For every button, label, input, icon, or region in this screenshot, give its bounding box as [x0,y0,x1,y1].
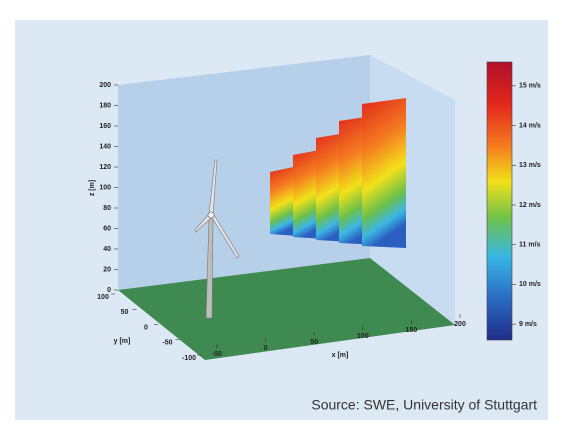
colorbar-tick-label: 11 m/s [519,242,541,249]
z-tick-label: 180 [99,102,111,109]
y-tick-label: -100 [182,355,196,362]
y-axis-label: y [m] [114,338,131,345]
z-tick-label: 20 [103,266,111,273]
ground [118,258,455,360]
z-tick-label: 80 [103,205,111,212]
velocity-slice [270,166,298,236]
colorbar-tick-label: 13 m/s [519,162,541,169]
z-axis-label: z [m] [89,180,96,196]
colorbar [486,61,513,341]
z-tick-label: 140 [99,143,111,150]
z-tick-label: 40 [103,246,111,253]
turbine [194,159,240,319]
x-tick-label: 100 [357,333,369,340]
colorbar-tick-label: 15 m/s [519,83,541,90]
y-tick-label: 100 [97,294,109,301]
x-axis-label: x [m] [332,352,349,359]
z-tick-label: 160 [99,123,111,130]
z-tick-label: 200 [99,82,111,89]
z-tick-label: 60 [103,225,111,232]
x-tick-label: 50 [310,339,318,346]
y-tick-label: 50 [121,309,129,316]
hub [207,211,215,219]
colorbar-tick-label: 12 m/s [519,202,541,209]
z-tick-label: 100 [99,184,111,191]
z-tick-label: 0 [107,287,111,294]
velocity-slices [270,98,406,248]
source-caption: Source: SWE, University of Stuttgart [311,397,537,413]
y-tick-label: 0 [144,324,148,331]
x-tick-label: 150 [406,327,418,334]
colorbar-tick-label: 10 m/s [519,281,541,288]
x-tick-label: -50 [212,351,222,358]
y-tick-label: -50 [162,340,172,347]
colorbar-tick-label: 9 m/s [519,321,537,328]
x-tick-label: 0 [264,345,268,352]
z-tick-label: 120 [99,164,111,171]
velocity-slice [362,98,406,248]
x-tick-label: 200 [454,321,466,328]
colorbar-tick-label: 14 m/s [519,122,541,129]
